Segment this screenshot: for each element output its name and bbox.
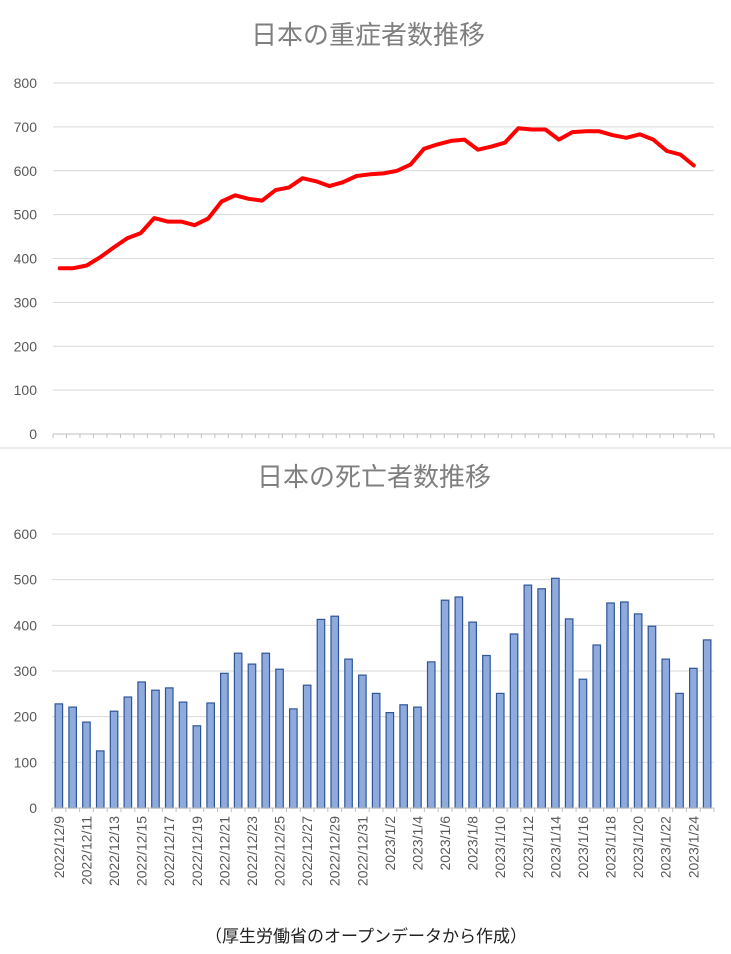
x-tick-label: 2023/1/10 (492, 816, 508, 878)
bar (413, 706, 422, 809)
y-tick-label: 400 (14, 617, 38, 633)
y-tick-label: 0 (29, 800, 37, 816)
bar (523, 584, 533, 809)
bar (399, 704, 408, 809)
y-tick-label: 500 (14, 572, 38, 588)
bar (344, 658, 353, 809)
deaths-bar-chart: 0 100 200 300 400 500 600 2022/12/9 2022/12/11 20… (14, 526, 715, 886)
bar (426, 661, 436, 809)
x-tick-label: 2022/12/9 (51, 816, 67, 878)
bar (316, 618, 326, 809)
bar (495, 692, 505, 809)
bar (592, 644, 602, 809)
death-chart-title: 日本の死亡者数推移 (257, 463, 491, 493)
y-tick-label: 600 (14, 526, 38, 542)
bar (578, 678, 588, 809)
x-tick-label: 2022/12/11 (79, 816, 95, 885)
bar (82, 721, 91, 809)
bar (688, 667, 698, 809)
y-tick-label: 0 (29, 426, 37, 442)
bar (54, 703, 64, 809)
x-tick-label: 2023/1/14 (547, 816, 563, 878)
bar (109, 710, 119, 809)
x-tick-label: 2023/1/24 (685, 816, 701, 878)
bar (330, 615, 340, 809)
bar (151, 689, 160, 809)
bar (220, 672, 229, 809)
y-tick-label: 800 (14, 75, 38, 91)
bar (564, 618, 574, 809)
severe-cases-line (57, 126, 696, 271)
x-tick-label: 2023/1/4 (410, 816, 426, 871)
x-tick-label: 2022/12/25 (272, 816, 288, 886)
x-tick-label: 2022/12/13 (106, 816, 122, 886)
bar (192, 725, 202, 809)
severe-chart-title: 日本の重症者数推移 (251, 21, 485, 51)
bar (633, 613, 643, 809)
y-tick-label: 200 (14, 338, 38, 354)
bar (247, 663, 257, 809)
bar (661, 658, 671, 809)
bar (123, 696, 133, 809)
bar (482, 654, 491, 809)
bar (68, 706, 78, 809)
bar (233, 652, 243, 809)
x-tick-label: 2022/12/27 (299, 816, 315, 886)
x-tick-label: 2022/12/17 (161, 816, 177, 886)
bar (647, 625, 657, 809)
bar (702, 639, 712, 809)
y-tick-label: 200 (14, 709, 38, 725)
x-tick-label: 2023/1/6 (437, 816, 453, 871)
y-tick-label: 500 (14, 207, 38, 223)
bar (371, 692, 381, 809)
y-tick-label: 300 (14, 294, 38, 310)
x-tick-label: 2023/1/20 (630, 816, 646, 878)
x-tick-label: 2023/1/18 (603, 816, 619, 878)
bar (385, 711, 395, 809)
bar (606, 602, 615, 809)
x-tick-label: 2023/1/2 (382, 816, 398, 871)
bar (550, 577, 560, 809)
severe-cases-line-chart: 0 100 200 300 400 500 600 700 800 (14, 75, 715, 442)
bar (440, 599, 450, 809)
y-tick-label: 400 (14, 251, 38, 267)
bar (358, 674, 367, 809)
bar (137, 681, 146, 809)
bar (289, 708, 298, 809)
source-note: （厚生労働省のオープンデータから作成） (205, 926, 527, 947)
bar (537, 588, 547, 809)
y-tick-label: 700 (14, 119, 38, 135)
bar (509, 633, 519, 809)
x-tick-label: 2023/1/8 (465, 816, 481, 871)
bar (468, 621, 477, 809)
bar (275, 668, 284, 809)
bar (164, 687, 174, 809)
x-tick-label: 2023/1/16 (575, 816, 591, 878)
x-tick-label: 2022/12/15 (134, 816, 150, 886)
y-tick-label: 100 (14, 754, 38, 770)
bar (302, 684, 312, 809)
y-tick-label: 100 (14, 382, 38, 398)
x-tick-label: 2022/12/21 (216, 816, 232, 886)
y-tick-label: 600 (14, 163, 38, 179)
bar (454, 596, 464, 809)
bar (95, 750, 105, 809)
y-tick-label: 300 (14, 663, 38, 679)
bar (178, 701, 188, 809)
x-tick-label: 2022/12/23 (244, 816, 260, 886)
x-tick-label: 2023/1/12 (520, 816, 536, 878)
x-tick-label: 2022/12/29 (327, 816, 343, 886)
x-tick-label: 2022/12/19 (189, 816, 205, 886)
bar (675, 692, 684, 809)
bar (619, 601, 629, 809)
bar (261, 652, 271, 809)
x-tick-label: 2022/12/31 (354, 816, 370, 886)
x-tick-label: 2023/1/22 (658, 816, 674, 878)
bar (206, 702, 215, 809)
